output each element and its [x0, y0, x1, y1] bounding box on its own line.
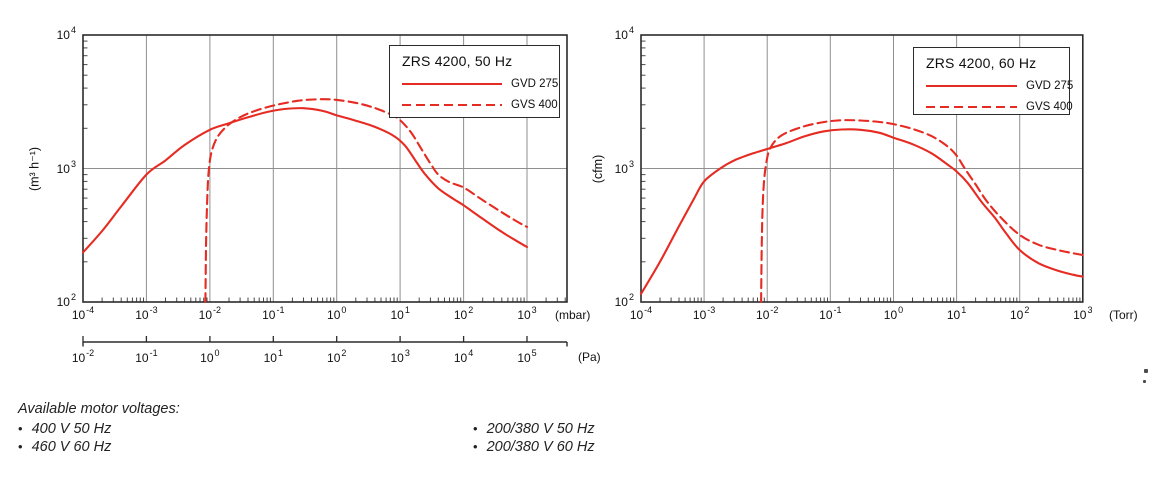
voltage-item: • 200/380 V 50 Hz	[473, 420, 595, 438]
gvd275-solid-line-sample	[402, 83, 502, 85]
legend-label-gvs400: GVS 400	[1026, 101, 1073, 113]
motor-voltages-heading: Available motor voltages:	[18, 401, 180, 417]
gvs400-dashed-line-sample	[926, 106, 1017, 108]
voltage-column-2: • 200/380 V 50 Hz • 200/380 V 60 Hz	[473, 420, 595, 456]
bullet-icon: •	[473, 439, 478, 454]
voltage-text: 200/380 V 50 Hz	[486, 421, 595, 437]
edge-artifact-mark	[1144, 369, 1148, 373]
legend-label-gvd275: GVD 275	[1026, 80, 1074, 92]
legend-row-gvd275: GVD 275	[402, 78, 559, 90]
voltage-text: 200/380 V 60 Hz	[486, 439, 595, 455]
plot-frame	[640, 34, 1084, 303]
voltage-text: 460 V 60 Hz	[31, 439, 112, 455]
curve-gvd-275-60hz	[639, 128, 1084, 295]
voltage-item: • 200/380 V 60 Hz	[473, 438, 595, 456]
bullet-icon: •	[18, 421, 23, 436]
legend-row-gvd275-60: GVD 275	[926, 80, 1073, 92]
legend-row-gvs400-60: GVS 400	[926, 101, 1073, 113]
voltage-column-1: • 400 V 50 Hz • 460 V 60 Hz	[18, 420, 111, 456]
curve-gvs-400-60hz	[760, 119, 1084, 304]
legend-60hz: ZRS 4200, 60 Hz GVD 275 GVS 400	[913, 47, 1073, 115]
gvd275-solid-line-sample	[926, 85, 1017, 87]
voltage-item: • 460 V 60 Hz	[18, 438, 111, 456]
bullet-icon: •	[473, 421, 478, 436]
legend-label-gvd275: GVD 275	[511, 78, 559, 90]
legend-title-60hz: ZRS 4200, 60 Hz	[926, 55, 1037, 71]
plot-frame	[82, 34, 568, 303]
legend-50hz: ZRS 4200, 50 Hz GVD 275 GVS 400	[389, 45, 560, 118]
gvs400-dashed-line-sample	[402, 104, 502, 106]
curve-gvd-275-50hz	[81, 107, 529, 254]
edge-artifact-mark	[1143, 380, 1146, 383]
voltage-item: • 400 V 50 Hz	[18, 420, 111, 438]
curve-gvs-400-50hz	[204, 98, 529, 304]
bullet-icon: •	[18, 439, 23, 454]
legend-title-50hz: ZRS 4200, 50 Hz	[402, 53, 513, 69]
voltage-text: 400 V 50 Hz	[31, 421, 112, 437]
legend-row-gvs400: GVS 400	[402, 99, 559, 111]
legend-label-gvs400: GVS 400	[511, 99, 558, 111]
